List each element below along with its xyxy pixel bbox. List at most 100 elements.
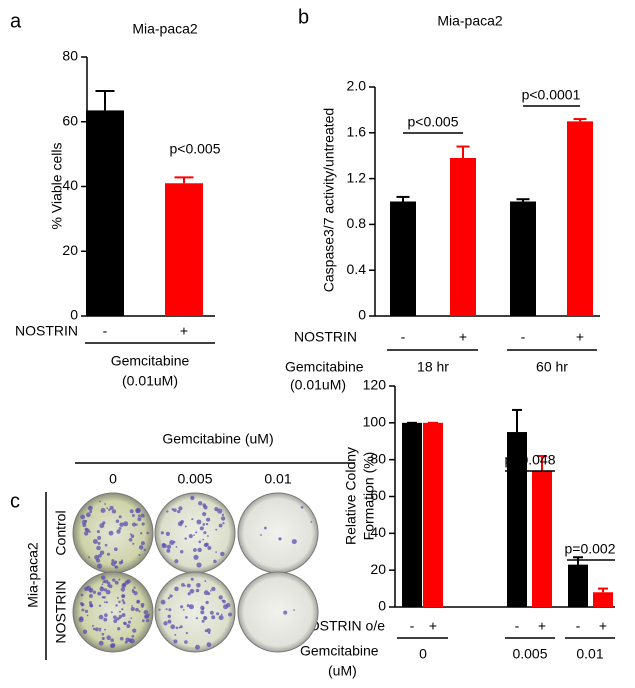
y-tick-label: 40 bbox=[62, 177, 78, 193]
panel-label: b bbox=[298, 6, 309, 28]
colony bbox=[135, 523, 138, 526]
y-axis-label: Relative Colony bbox=[343, 447, 359, 545]
colony bbox=[131, 588, 134, 591]
colony bbox=[206, 642, 212, 647]
y-axis-label: Caspase3/7 activity/untreated bbox=[321, 108, 337, 292]
treatment-label: (0.01uM) bbox=[122, 373, 178, 389]
colony bbox=[206, 535, 209, 538]
colony bbox=[215, 528, 218, 531]
colony bbox=[98, 640, 104, 646]
colony bbox=[195, 644, 200, 650]
y-tick-label: 40 bbox=[370, 524, 386, 540]
colony bbox=[201, 619, 205, 623]
colony bbox=[113, 615, 117, 620]
colony bbox=[115, 519, 120, 523]
colony bbox=[197, 547, 202, 553]
colony bbox=[264, 526, 267, 530]
colony bbox=[310, 520, 313, 523]
colony bbox=[94, 627, 99, 632]
colony bbox=[180, 520, 184, 524]
colony bbox=[85, 512, 91, 518]
y-tick-label: 0.4 bbox=[347, 261, 367, 277]
colony bbox=[145, 614, 150, 619]
colony bbox=[130, 617, 133, 620]
colony bbox=[195, 617, 199, 620]
colony bbox=[92, 590, 97, 594]
colony bbox=[203, 531, 207, 535]
colony bbox=[120, 559, 124, 562]
colony bbox=[133, 591, 138, 596]
x-tick-label: - bbox=[410, 618, 415, 634]
colony bbox=[121, 613, 126, 617]
colony bbox=[207, 545, 212, 551]
colony bbox=[116, 617, 120, 621]
colony bbox=[225, 602, 231, 608]
bar bbox=[402, 422, 422, 607]
error-bar bbox=[456, 145, 470, 158]
colony bbox=[166, 510, 169, 513]
culture-dish bbox=[237, 571, 319, 653]
colony bbox=[217, 508, 223, 514]
annotation: p=0.048 bbox=[505, 452, 556, 468]
x-tick-label: + bbox=[538, 618, 546, 634]
colony bbox=[211, 586, 216, 592]
colony bbox=[122, 601, 126, 605]
colony bbox=[119, 522, 124, 527]
colony bbox=[163, 621, 168, 626]
column-label: 0.01 bbox=[264, 471, 291, 487]
colony bbox=[221, 516, 226, 521]
colony bbox=[101, 636, 105, 641]
colony bbox=[138, 545, 144, 550]
colony bbox=[114, 580, 119, 585]
colony bbox=[184, 640, 188, 644]
colony bbox=[173, 540, 176, 544]
colony bbox=[221, 613, 223, 616]
colony bbox=[137, 514, 141, 518]
colony bbox=[188, 534, 193, 539]
colony bbox=[177, 509, 181, 514]
colony bbox=[98, 629, 101, 632]
bar bbox=[510, 201, 536, 316]
colony bbox=[96, 530, 100, 534]
colony bbox=[122, 582, 127, 587]
error-bar bbox=[512, 408, 522, 433]
error-bar bbox=[174, 176, 194, 184]
colony bbox=[136, 599, 141, 604]
colony bbox=[132, 542, 135, 545]
group-label: 18 hr bbox=[417, 359, 449, 375]
colony bbox=[79, 601, 84, 606]
colony bbox=[200, 610, 205, 615]
colony bbox=[82, 629, 88, 634]
colony bbox=[195, 588, 200, 593]
row-label: NOSTRIN bbox=[53, 581, 69, 644]
bar bbox=[568, 564, 588, 607]
colony bbox=[103, 588, 107, 592]
colony bbox=[193, 534, 195, 536]
colony bbox=[220, 551, 225, 557]
colony bbox=[89, 590, 92, 593]
colony bbox=[96, 563, 103, 569]
colony bbox=[180, 605, 184, 609]
colony bbox=[118, 610, 121, 613]
x-tick-label: + bbox=[599, 618, 607, 634]
colony bbox=[179, 625, 183, 629]
colony bbox=[116, 596, 119, 599]
colony bbox=[175, 546, 178, 548]
colony bbox=[86, 585, 92, 591]
colony bbox=[173, 508, 177, 512]
bar bbox=[532, 470, 552, 607]
colony bbox=[216, 612, 220, 616]
y-tick-label: 60 bbox=[370, 487, 386, 503]
colony bbox=[108, 508, 111, 512]
colony bbox=[89, 510, 93, 514]
y-tick-label: 120 bbox=[363, 377, 387, 393]
colony bbox=[141, 619, 145, 623]
colony bbox=[168, 608, 172, 612]
colony bbox=[222, 599, 226, 604]
colony bbox=[191, 518, 194, 521]
colony bbox=[189, 588, 195, 594]
error-bar bbox=[537, 454, 547, 471]
colony bbox=[203, 505, 208, 510]
colony bbox=[124, 640, 128, 644]
colony bbox=[193, 554, 199, 560]
